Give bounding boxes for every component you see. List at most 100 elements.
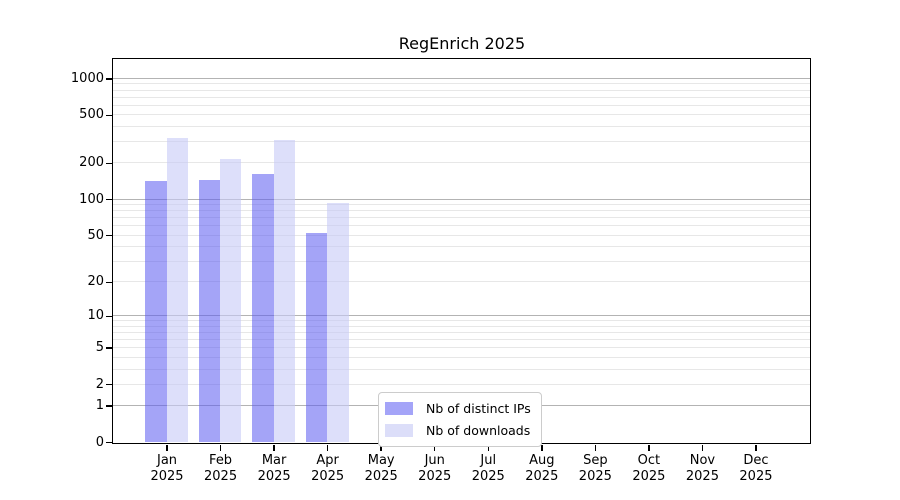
gridline-minor <box>113 383 810 385</box>
x-tick-label: Apr 2025 <box>296 453 360 485</box>
x-tick-mark <box>755 444 757 451</box>
bar-distinct-ips-feb <box>198 180 221 442</box>
x-tick-year: 2025 <box>739 469 773 484</box>
y-tick-label: 100 <box>79 191 104 207</box>
gridline-minor <box>113 89 810 91</box>
y-tick-mark <box>106 78 112 80</box>
gridline-minor <box>113 217 810 219</box>
y-tick-mark <box>106 347 112 349</box>
x-tick-mark <box>380 444 382 451</box>
y-tick-mark <box>106 162 112 165</box>
gridline-minor <box>113 210 810 212</box>
x-tick-mark <box>541 444 543 451</box>
gridline-minor <box>113 260 810 262</box>
gridline-minor <box>113 325 810 327</box>
x-tick-month: May <box>367 453 395 468</box>
gridline-minor <box>113 320 810 322</box>
gridline-minor <box>113 114 810 116</box>
y-tick-mark <box>106 315 112 318</box>
y-tick-mark <box>106 281 112 283</box>
gridline-minor <box>113 104 810 106</box>
chart-title: RegEnrich 2025 <box>398 34 526 53</box>
y-tick-label: 200 <box>79 155 104 171</box>
legend: Nb of distinct IPs Nb of downloads <box>378 392 542 447</box>
legend-label-distinct-ips: Nb of distinct IPs <box>426 401 531 416</box>
x-tick-label: Feb 2025 <box>189 453 253 485</box>
gridline-minor <box>113 246 810 248</box>
y-tick-label: 10 <box>87 308 104 324</box>
gridline-major <box>113 77 810 79</box>
x-tick-label: Jun 2025 <box>403 453 467 485</box>
y-tick-label: 50 <box>87 227 104 243</box>
legend-item-distinct-ips: Nb of distinct IPs <box>385 399 531 418</box>
x-tick-year: 2025 <box>364 469 398 484</box>
legend-label-downloads: Nb of downloads <box>426 423 531 438</box>
x-tick-year: 2025 <box>257 469 291 484</box>
x-tick-month: Jan <box>157 453 178 468</box>
plot-area: Nb of distinct IPs Nb of downloads <box>112 58 811 447</box>
x-tick-mark <box>648 444 650 451</box>
y-tick-mark <box>106 383 112 386</box>
gridline-major <box>113 198 810 200</box>
x-tick-month: Nov <box>689 453 716 468</box>
y-tick-mark <box>106 198 112 201</box>
x-tick-month: Feb <box>209 453 233 468</box>
bar-distinct-ips-apr <box>305 233 328 442</box>
x-tick-month: Apr <box>316 453 339 468</box>
x-tick-label: Oct 2025 <box>617 453 681 485</box>
x-tick-month: Aug <box>529 453 555 468</box>
x-tick-month: Mar <box>261 453 287 468</box>
gridline-minor <box>113 332 810 334</box>
y-tick-label: 0 <box>95 434 104 450</box>
gridline-minor <box>113 96 810 98</box>
gridline-minor <box>113 356 810 358</box>
gridline-minor <box>113 83 810 85</box>
x-tick-year: 2025 <box>418 469 452 484</box>
x-tick-month: Sep <box>583 453 608 468</box>
bar-downloads-mar <box>273 139 296 442</box>
gridline-minor <box>113 347 810 349</box>
y-tick-label: 20 <box>87 274 104 290</box>
x-tick-mark <box>594 444 597 451</box>
x-tick-year: 2025 <box>150 469 184 484</box>
gridline-minor <box>113 234 810 236</box>
bar-downloads-feb <box>220 158 242 442</box>
gridline-minor <box>113 225 810 227</box>
legend-swatch-downloads <box>385 424 413 437</box>
x-tick-year: 2025 <box>685 469 719 484</box>
x-tick-year: 2025 <box>525 469 559 484</box>
legend-item-downloads: Nb of downloads <box>385 421 531 440</box>
y-tick-label: 1 <box>95 398 104 414</box>
x-tick-label: Aug 2025 <box>510 453 574 485</box>
y-tick-mark <box>106 234 112 237</box>
x-tick-mark <box>487 444 490 451</box>
x-tick-year: 2025 <box>311 469 345 484</box>
x-tick-label: Jul 2025 <box>456 453 520 485</box>
x-tick-month: Oct <box>637 453 661 468</box>
y-tick-label: 500 <box>79 107 104 123</box>
x-tick-label: Sep 2025 <box>563 453 627 485</box>
y-tick-label: 2 <box>95 376 104 392</box>
x-tick-label: Dec 2025 <box>724 453 788 485</box>
x-tick-mark <box>701 444 704 451</box>
x-tick-mark <box>273 444 275 451</box>
gridline-minor <box>113 339 810 341</box>
x-tick-month: Jun <box>424 453 445 468</box>
x-tick-year: 2025 <box>632 469 666 484</box>
y-tick-mark <box>106 405 112 407</box>
gridline-minor <box>113 162 810 164</box>
x-tick-label: Nov 2025 <box>670 453 734 485</box>
legend-swatch-distinct-ips <box>385 402 413 415</box>
gridline-major <box>113 315 810 317</box>
x-tick-mark <box>219 444 222 451</box>
y-tick-mark <box>106 114 112 117</box>
y-tick-label: 1000 <box>70 70 104 86</box>
gridline-minor <box>113 204 810 206</box>
bar-distinct-ips-jan <box>145 181 167 442</box>
x-tick-mark <box>166 444 168 451</box>
x-tick-mark <box>326 444 329 451</box>
bar-downloads-apr <box>327 202 349 442</box>
gridline-minor <box>113 368 810 370</box>
x-tick-year: 2025 <box>204 469 238 484</box>
